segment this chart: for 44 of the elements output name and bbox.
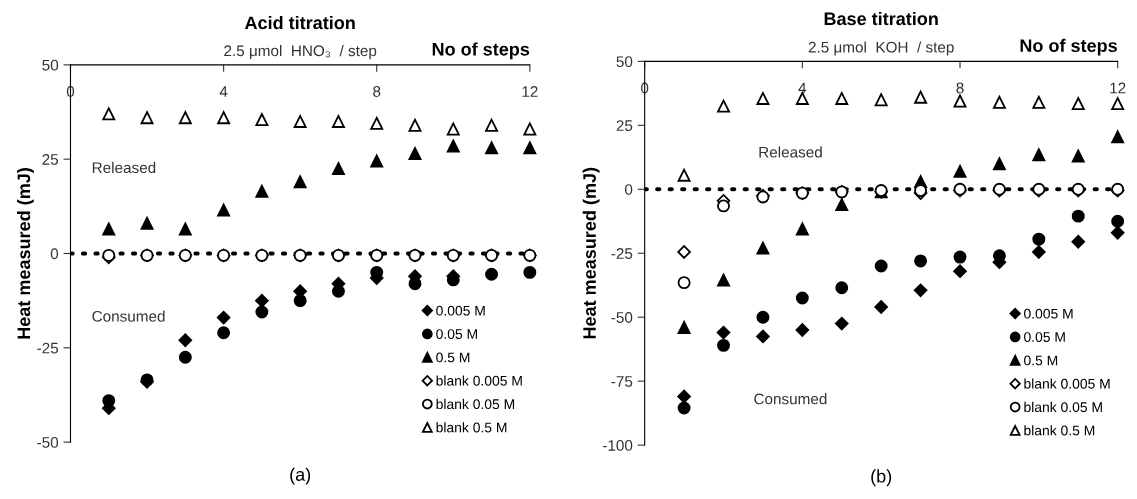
chart-title: Base titration xyxy=(824,11,938,26)
legend-label: blank 0.5 M xyxy=(1024,425,1095,436)
x-tick-label: 8 xyxy=(956,82,964,94)
legend-label: 0.005 M xyxy=(436,305,485,316)
y-axis-title: Heat measured (mJ) xyxy=(17,168,34,339)
legend-label: blank 0.05 M xyxy=(436,398,515,410)
chart-subtitle: 2.5 μmol HNO₃ / step xyxy=(224,44,377,60)
annotation: Released xyxy=(759,146,822,158)
y-tick-label: 50 xyxy=(616,56,633,68)
y-tick-label: 0 xyxy=(624,184,633,195)
y-tick-label: 25 xyxy=(616,120,633,132)
y-tick-label: -50 xyxy=(611,312,633,323)
legend-label: blank 0.5 M xyxy=(436,422,507,433)
y-tick-label: -100 xyxy=(602,439,633,451)
y-axis-title: Heat measured (mJ) xyxy=(582,167,600,339)
annotation: Released xyxy=(92,161,156,174)
legend-label: 0.5 M xyxy=(1024,355,1058,366)
chart-title: Acid titration xyxy=(244,15,355,30)
legend-label: blank 0.005 M xyxy=(436,375,522,386)
x-tick-label: 12 xyxy=(1110,82,1126,94)
y-tick-label: -25 xyxy=(37,342,59,354)
annotation: Consumed xyxy=(754,393,827,405)
x-tick-label: 8 xyxy=(373,86,381,97)
y-tick-label: -50 xyxy=(37,436,59,448)
legend-label: 0.05 M xyxy=(436,329,477,339)
x-axis-title: No of steps xyxy=(1020,38,1117,56)
y-tick-label: 25 xyxy=(42,154,59,165)
x-tick-label: 12 xyxy=(522,86,538,97)
legend-label: 0.005 M xyxy=(1024,308,1073,319)
legend-label: 0.5 M xyxy=(436,352,470,363)
y-tick-label: 0 xyxy=(50,248,59,260)
text: (a) xyxy=(290,467,311,485)
y-tick-label: 50 xyxy=(42,59,59,71)
legend-label: blank 0.005 M xyxy=(1024,378,1110,389)
x-axis-title: No of steps xyxy=(432,42,530,60)
legend-label: blank 0.05 M xyxy=(1024,401,1102,413)
text: (b) xyxy=(871,469,892,487)
chart-subtitle: 2.5 μmol KOH / step xyxy=(808,41,954,56)
annotation: Consumed xyxy=(92,310,165,322)
y-tick-label: -25 xyxy=(611,248,633,259)
x-tick-label: 4 xyxy=(219,86,228,97)
x-tick-label: 4 xyxy=(798,82,807,94)
y-tick-label: -75 xyxy=(611,376,633,387)
legend-label: 0.05 M xyxy=(1024,332,1065,342)
